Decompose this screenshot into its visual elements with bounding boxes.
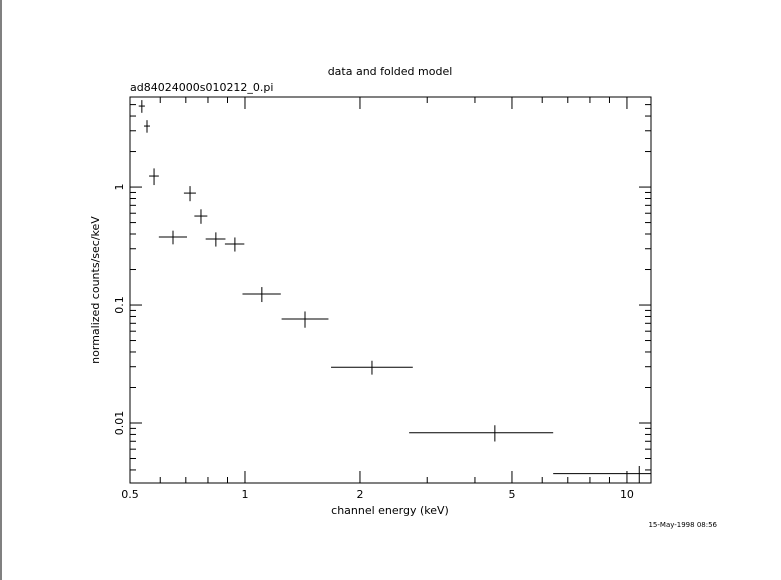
x-tick-label: 5 xyxy=(508,488,515,501)
plot-frame xyxy=(129,96,652,484)
x-tick-label: 0.5 xyxy=(121,488,139,501)
x-tick-label: 10 xyxy=(620,488,634,501)
chart-title: data and folded model xyxy=(328,65,453,78)
y-tick-label: 1 xyxy=(113,184,126,191)
y-tick-label: 0.01 xyxy=(113,411,126,436)
x-tick-label: 1 xyxy=(241,488,248,501)
x-tick-label: 2 xyxy=(356,488,363,501)
y-axis-label: normalized counts/sec/keV xyxy=(89,216,102,364)
timestamp: 15-May-1998 08:56 xyxy=(648,521,717,529)
x-axis-label: channel energy (keV) xyxy=(331,504,449,517)
chart-subtitle: ad84024000s010212_0.pi xyxy=(130,81,273,94)
y-tick-label: 0.1 xyxy=(113,296,126,314)
